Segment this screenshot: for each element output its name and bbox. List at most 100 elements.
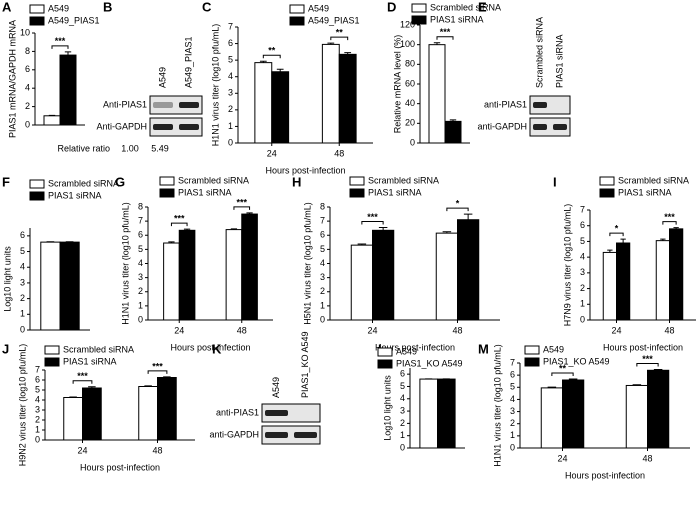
bar <box>63 397 83 441</box>
legend-swatch <box>349 188 365 198</box>
y-tick-label: 5 <box>35 384 40 394</box>
y-tick-label: 0 <box>35 434 40 444</box>
significance-label: *** <box>77 371 88 381</box>
y-tick-label: 0 <box>25 119 30 129</box>
y-tick-label: 4 <box>228 71 233 81</box>
legend-swatch <box>524 357 540 367</box>
row-label: anti-GAPDH <box>209 429 259 439</box>
bar <box>669 228 684 321</box>
panel-letter: H <box>292 174 301 189</box>
legend-label: PIAS1_KO A549 <box>396 358 463 368</box>
y-tick-label: 60 <box>405 78 415 88</box>
error-bar <box>246 212 253 215</box>
y-tick-label: 7 <box>510 357 515 367</box>
y-tick-label: 2 <box>20 293 25 303</box>
y-tick-label: 0 <box>228 137 233 147</box>
bar <box>444 120 462 144</box>
legend-swatch <box>29 16 45 26</box>
y-tick-label: 1 <box>320 300 325 310</box>
error-bar <box>442 231 452 234</box>
blot-band <box>179 102 199 108</box>
y-tick-label: 2 <box>320 286 325 296</box>
significance-label: *** <box>55 36 66 46</box>
error-bar <box>607 249 613 253</box>
y-tick-label: 5 <box>20 246 25 256</box>
y-tick-label: 10 <box>20 27 30 37</box>
legend-label: A549_PIAS1 <box>48 15 100 25</box>
legend-label: PIAS1 siRNA <box>618 187 672 197</box>
x-tick-label: 48 <box>642 453 652 463</box>
x-tick-label: 48 <box>452 325 462 335</box>
blot-band <box>153 124 173 130</box>
y-tick-label: 7 <box>35 364 40 374</box>
legend-swatch <box>377 359 393 369</box>
error-bar <box>620 238 626 243</box>
blot-box <box>149 95 203 115</box>
bar <box>138 386 158 441</box>
y-tick-label: 8 <box>138 201 143 211</box>
y-tick-label: 3 <box>510 406 515 416</box>
error-bar <box>64 51 72 56</box>
bar <box>655 240 670 321</box>
x-axis-label: Hours post-infection <box>80 462 160 472</box>
significance-bracket <box>636 363 659 367</box>
legend-label: Scrambled siRNA <box>178 175 249 185</box>
x-tick-label: 48 <box>152 445 162 455</box>
significance-bracket <box>262 54 281 59</box>
y-tick-label: 6 <box>138 230 143 240</box>
significance-label: *** <box>440 27 451 37</box>
bar <box>457 219 480 321</box>
y-tick-label: 7 <box>580 204 585 214</box>
blot-band <box>533 124 547 130</box>
lane-label: PIAS1_KO A549 <box>300 331 310 398</box>
blot-band <box>533 102 547 108</box>
legend-swatch <box>29 191 45 201</box>
y-tick-label: 5 <box>138 244 143 254</box>
bar <box>540 387 563 449</box>
y-tick-label: 2 <box>510 418 515 428</box>
significance-label: *** <box>174 214 185 224</box>
x-tick-label: 24 <box>77 445 87 455</box>
y-axis-label: Relative mRNA level (%) <box>392 35 402 134</box>
legend-label: A549 <box>308 3 329 13</box>
y-axis-label: Log10 light units <box>2 246 12 312</box>
blot-box <box>529 95 571 115</box>
error-bar <box>344 52 352 55</box>
y-tick-label: 40 <box>405 98 415 108</box>
y-tick-label: 6 <box>320 230 325 240</box>
x-tick-label: 48 <box>664 325 674 335</box>
x-tick-label: 24 <box>557 453 567 463</box>
panel-letter: G <box>115 174 125 189</box>
panel-letter: C <box>202 0 212 14</box>
bar <box>625 384 648 449</box>
x-tick-label: 48 <box>334 148 344 158</box>
bar <box>437 378 456 449</box>
y-tick-label: 0 <box>510 442 515 452</box>
row-label: anti-PIAS1 <box>484 99 527 109</box>
legend-swatch <box>289 4 305 14</box>
y-tick-label: 5 <box>228 55 233 65</box>
significance-bracket <box>51 45 69 49</box>
error-bar <box>230 228 238 230</box>
y-tick-label: 6 <box>20 230 25 240</box>
legend-label: PIAS1 siRNA <box>430 14 484 24</box>
legend-swatch <box>377 347 393 357</box>
y-tick-label: 3 <box>400 405 405 415</box>
legend-label: A549 <box>396 346 417 356</box>
bar <box>562 379 585 449</box>
y-axis-label: Log10 light units <box>382 375 392 441</box>
y-tick-label: 1 <box>510 430 515 440</box>
legend-swatch <box>159 176 175 186</box>
blot-band <box>153 102 173 108</box>
y-tick-label: 4 <box>20 262 25 272</box>
error-bar <box>168 241 175 244</box>
y-tick-label: 6 <box>35 374 40 384</box>
panel-letter: I <box>553 174 557 189</box>
panel-letter: E <box>478 0 487 14</box>
panel-letter: F <box>2 174 10 189</box>
significance-label: *** <box>152 361 163 371</box>
legend-swatch <box>411 15 427 25</box>
y-tick-label: 4 <box>320 258 325 268</box>
legend-swatch <box>29 179 45 189</box>
legend-label: Scrambled siRNA <box>48 178 119 188</box>
